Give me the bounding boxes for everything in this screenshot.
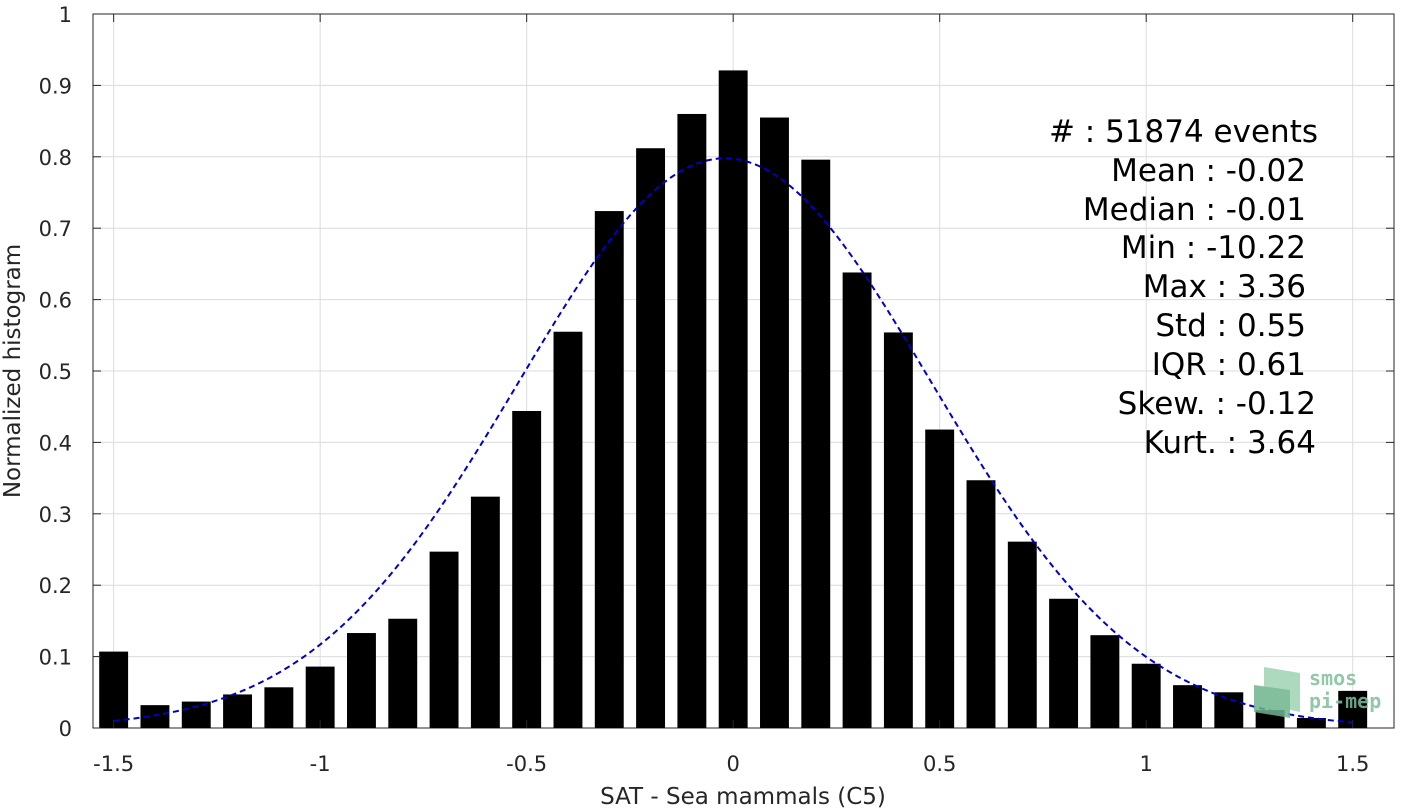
stat-median: Median : -0.01: [1083, 192, 1306, 228]
smos-pimep-logo: smos pi-mep: [1254, 666, 1381, 718]
histogram-bar-21: [966, 480, 996, 728]
statistics-annotation: # : 51874 events Mean : -0.02 Median : -…: [1049, 114, 1318, 461]
histogram-bar-17: [801, 159, 831, 728]
logo-shape-front: [1254, 685, 1290, 718]
histogram-bar-20: [925, 429, 955, 728]
x-tick-label-4: 0.5: [923, 752, 956, 776]
histogram-bar-26: [1173, 685, 1202, 728]
axis-ticks: [93, 13, 1394, 729]
x-tick-label-6: 1.5: [1336, 752, 1369, 776]
x-tick-label-1: -1: [310, 752, 331, 776]
y-tick-label-1: 0.1: [39, 646, 72, 670]
histogram-bar-24: [1090, 635, 1120, 728]
x-tick-label-2: -0.5: [506, 752, 547, 776]
histogram-bar-29: [1296, 718, 1326, 728]
x-tick-label-5: 1: [1140, 752, 1153, 776]
histogram-bar-11: [553, 331, 583, 728]
histogram-bar-12: [594, 211, 624, 729]
stat-mean: Mean : -0.02: [1111, 153, 1306, 189]
histogram-bar-25: [1131, 663, 1161, 728]
histogram-bar-4: [264, 687, 294, 728]
histogram-bar-22: [1007, 541, 1037, 728]
histogram-bar-10: [512, 410, 542, 728]
logo-text-smos: smos: [1309, 666, 1357, 690]
y-tick-label-5: 0.5: [39, 360, 72, 384]
stat-std: Std : 0.55: [1155, 308, 1306, 344]
stat-max: Max : 3.36: [1143, 269, 1306, 305]
y-tick-label-7: 0.7: [39, 217, 72, 241]
y-tick-label-6: 0.6: [39, 289, 72, 313]
histogram-bar-8: [429, 551, 459, 728]
y-tick-label-2: 0.2: [39, 574, 72, 598]
histogram-bar-1: [140, 705, 170, 728]
stat-events: # : 51874 events: [1049, 114, 1318, 150]
stat-iqr: IQR : 0.61: [1152, 347, 1306, 383]
histogram-bar-14: [677, 113, 707, 728]
y-tick-label-3: 0.3: [39, 503, 72, 527]
histogram-bar-3: [223, 694, 253, 728]
y-tick-label-8: 0.8: [39, 146, 72, 170]
y-tick-label-10: 1: [59, 3, 72, 27]
histogram-bar-18: [842, 272, 872, 728]
gaussian-fit-curve: [113, 157, 1353, 724]
stat-kurt: Kurt. : 3.64: [1144, 425, 1316, 461]
y-tick-labels: 0 0.1 0.2 0.3 0.4 0.5 0.6 0.7 0.8 0.9 1: [39, 3, 72, 741]
x-tick-label-0: -1.5: [93, 752, 134, 776]
histogram-bar-27: [1214, 692, 1244, 728]
histogram-bar-5: [305, 666, 335, 728]
y-tick-label-0: 0: [59, 717, 72, 741]
y-tick-label-9: 0.9: [39, 74, 72, 98]
y-axis-label: Normalized histogram: [0, 244, 26, 498]
histogram-bar-6: [347, 633, 376, 728]
histogram-bar-23: [1049, 598, 1079, 728]
histogram-bars: [99, 70, 1368, 729]
x-tick-labels: -1.5 -1 -0.5 0 0.5 1 1.5: [93, 752, 1369, 776]
histogram-bar-0: [99, 651, 129, 728]
histogram-bar-9: [470, 496, 500, 728]
x-axis-label: SAT - Sea mammals (C5): [600, 784, 886, 809]
stat-min: Min : -10.22: [1121, 230, 1306, 266]
histogram-bar-19: [883, 332, 913, 728]
stat-skew: Skew. : -0.12: [1118, 386, 1316, 422]
histogram-bar-13: [636, 148, 666, 728]
x-tick-label-3: 0: [726, 752, 739, 776]
histogram-bar-7: [388, 618, 418, 728]
histogram-bar-15: [718, 70, 748, 728]
histogram-bar-16: [760, 117, 789, 728]
y-tick-label-4: 0.4: [39, 431, 72, 455]
logo-text-pimep: pi-mep: [1309, 689, 1381, 713]
